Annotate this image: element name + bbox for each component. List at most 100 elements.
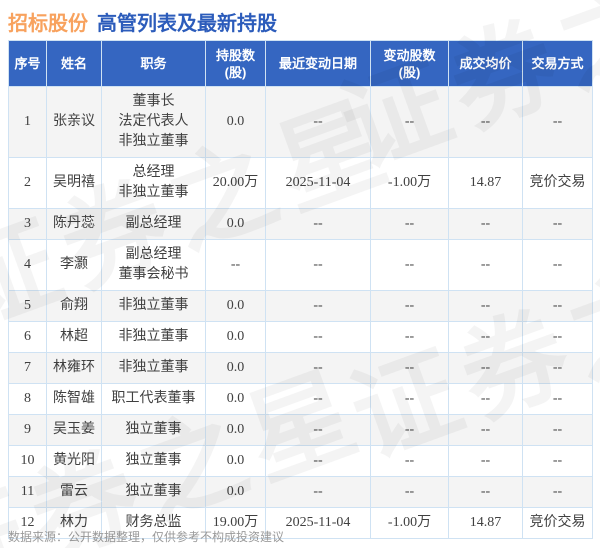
cell-change-shares: -1.00万 bbox=[370, 507, 449, 539]
cell-change-date: -- bbox=[265, 321, 371, 353]
cell-change-shares: -- bbox=[370, 86, 449, 158]
cell-position: 非独立董事 bbox=[101, 352, 206, 384]
cell-position: 财务总监 bbox=[101, 507, 206, 539]
column-header-position: 职务 bbox=[101, 40, 206, 87]
cell-change-shares: -1.00万 bbox=[370, 157, 449, 209]
cell-name: 李灏 bbox=[46, 239, 102, 291]
cell-name: 黄光阳 bbox=[46, 445, 102, 477]
column-header-name: 姓名 bbox=[46, 40, 102, 87]
page-title: 招标股份 高管列表及最新持股 bbox=[8, 7, 277, 36]
cell-shares: -- bbox=[205, 239, 266, 291]
cell-serial: 5 bbox=[8, 290, 47, 322]
table-row: 9 吴玉姜 独立董事 0.0 -- -- -- -- bbox=[8, 414, 593, 446]
cell-shares: 0.0 bbox=[205, 352, 266, 384]
cell-shares: 0.0 bbox=[205, 445, 266, 477]
cell-avg-price: -- bbox=[448, 414, 523, 446]
executives-holdings-table: 序号 姓名 职务 持股数 (股) 最近变动日期 变动股数 (股) 成交均价 交易… bbox=[8, 40, 593, 539]
table-row: 5 俞翔 非独立董事 0.0 -- -- -- -- bbox=[8, 290, 593, 322]
cell-change-shares: -- bbox=[370, 239, 449, 291]
cell-change-date: -- bbox=[265, 352, 371, 384]
cell-serial: 11 bbox=[8, 476, 47, 508]
cell-change-shares: -- bbox=[370, 321, 449, 353]
cell-change-shares: -- bbox=[370, 290, 449, 322]
table-row: 3 陈丹蕊 副总经理 0.0 -- -- -- -- bbox=[8, 208, 593, 240]
data-source-disclaimer: 数据来源：公开数据整理，仅供参考不构成投资建议 bbox=[8, 530, 285, 544]
cell-trade-method: -- bbox=[522, 383, 593, 415]
cell-avg-price: -- bbox=[448, 86, 523, 158]
cell-position: 非独立董事 bbox=[101, 321, 206, 353]
cell-trade-method: -- bbox=[522, 239, 593, 291]
cell-shares: 20.00万 bbox=[205, 157, 266, 209]
cell-change-date: -- bbox=[265, 414, 371, 446]
cell-position: 独立董事 bbox=[101, 445, 206, 477]
cell-trade-method: -- bbox=[522, 86, 593, 158]
cell-shares: 0.0 bbox=[205, 86, 266, 158]
cell-change-date: -- bbox=[265, 208, 371, 240]
cell-name: 林超 bbox=[46, 321, 102, 353]
cell-change-date: 2025-11-04 bbox=[265, 157, 371, 209]
cell-trade-method: 竞价交易 bbox=[522, 507, 593, 539]
cell-shares: 0.0 bbox=[205, 208, 266, 240]
cell-avg-price: 14.87 bbox=[448, 507, 523, 539]
table-row: 7 林雍环 非独立董事 0.0 -- -- -- -- bbox=[8, 352, 593, 384]
cell-avg-price: 14.87 bbox=[448, 157, 523, 209]
cell-change-shares: -- bbox=[370, 352, 449, 384]
cell-trade-method: -- bbox=[522, 290, 593, 322]
cell-name: 俞翔 bbox=[46, 290, 102, 322]
table-row: 2 吴明禧 总经理 非独立董事 20.00万 2025-11-04 -1.00万… bbox=[8, 157, 593, 209]
cell-change-date: -- bbox=[265, 445, 371, 477]
cell-serial: 12 bbox=[8, 507, 47, 539]
column-header-change-date: 最近变动日期 bbox=[265, 40, 371, 87]
cell-shares: 0.0 bbox=[205, 414, 266, 446]
cell-trade-method: -- bbox=[522, 414, 593, 446]
cell-shares: 0.0 bbox=[205, 383, 266, 415]
cell-trade-method: -- bbox=[522, 352, 593, 384]
cell-position: 董事长 法定代表人 非独立董事 bbox=[101, 86, 206, 158]
cell-change-date: -- bbox=[265, 86, 371, 158]
column-header-shares: 持股数 (股) bbox=[205, 40, 266, 87]
cell-avg-price: -- bbox=[448, 352, 523, 384]
column-header-avg-price: 成交均价 bbox=[448, 40, 523, 87]
column-header-trade-method: 交易方式 bbox=[522, 40, 593, 87]
cell-avg-price: -- bbox=[448, 383, 523, 415]
cell-serial: 1 bbox=[8, 86, 47, 158]
cell-name: 林雍环 bbox=[46, 352, 102, 384]
cell-change-date: -- bbox=[265, 383, 371, 415]
cell-change-shares: -- bbox=[370, 208, 449, 240]
cell-change-date: -- bbox=[265, 476, 371, 508]
cell-serial: 3 bbox=[8, 208, 47, 240]
cell-change-date: -- bbox=[265, 239, 371, 291]
cell-name: 陈智雄 bbox=[46, 383, 102, 415]
cell-shares: 0.0 bbox=[205, 321, 266, 353]
cell-position: 职工代表董事 bbox=[101, 383, 206, 415]
table-row: 10 黄光阳 独立董事 0.0 -- -- -- -- bbox=[8, 445, 593, 477]
cell-change-date: 2025-11-04 bbox=[265, 507, 371, 539]
cell-position: 独立董事 bbox=[101, 414, 206, 446]
cell-position: 独立董事 bbox=[101, 476, 206, 508]
cell-shares: 0.0 bbox=[205, 476, 266, 508]
cell-name: 张亲议 bbox=[46, 86, 102, 158]
cell-avg-price: -- bbox=[448, 239, 523, 291]
table-body: 1 张亲议 董事长 法定代表人 非独立董事 0.0 -- -- -- -- 2 … bbox=[8, 86, 593, 539]
table-row: 12 林力 财务总监 19.00万 2025-11-04 -1.00万 14.8… bbox=[8, 507, 593, 539]
table-row: 1 张亲议 董事长 法定代表人 非独立董事 0.0 -- -- -- -- bbox=[8, 86, 593, 158]
cell-avg-price: -- bbox=[448, 208, 523, 240]
cell-serial: 8 bbox=[8, 383, 47, 415]
cell-serial: 7 bbox=[8, 352, 47, 384]
cell-trade-method: -- bbox=[522, 208, 593, 240]
table-row: 11 雷云 独立董事 0.0 -- -- -- -- bbox=[8, 476, 593, 508]
company-name: 招标股份 bbox=[8, 13, 88, 35]
cell-position: 非独立董事 bbox=[101, 290, 206, 322]
cell-change-shares: -- bbox=[370, 476, 449, 508]
cell-name: 吴明禧 bbox=[46, 157, 102, 209]
cell-name: 吴玉姜 bbox=[46, 414, 102, 446]
table-row: 8 陈智雄 职工代表董事 0.0 -- -- -- -- bbox=[8, 383, 593, 415]
cell-position: 总经理 非独立董事 bbox=[101, 157, 206, 209]
cell-position: 副总经理 董事会秘书 bbox=[101, 239, 206, 291]
cell-serial: 6 bbox=[8, 321, 47, 353]
cell-serial: 4 bbox=[8, 239, 47, 291]
table-header-row: 序号 姓名 职务 持股数 (股) 最近变动日期 变动股数 (股) 成交均价 交易… bbox=[8, 40, 593, 87]
cell-trade-method: -- bbox=[522, 476, 593, 508]
cell-name: 雷云 bbox=[46, 476, 102, 508]
cell-position: 副总经理 bbox=[101, 208, 206, 240]
